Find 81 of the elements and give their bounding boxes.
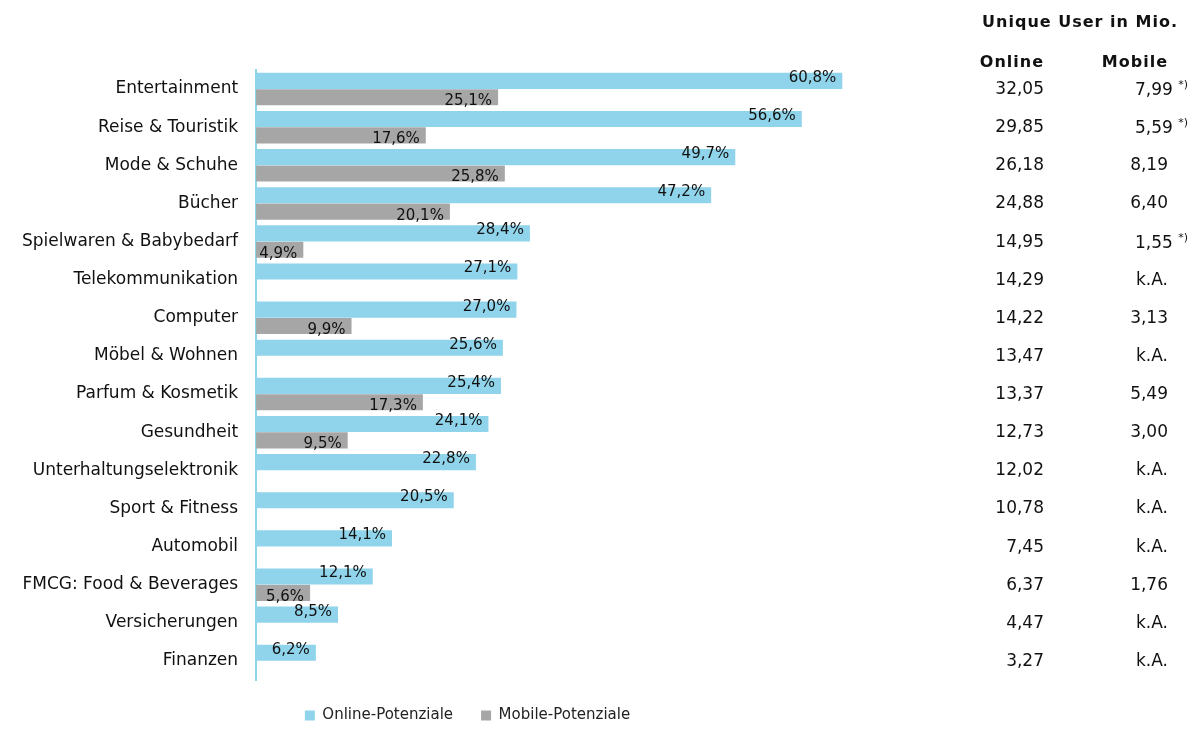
data-label: 22,8% [422,449,470,468]
y-tick-label: Möbel & Wohnen [93,344,239,365]
text: 3,00 [1130,421,1168,442]
data-label: 25,8% [451,167,499,186]
data-label: 49,7% [681,144,730,163]
text: Online [979,52,1044,71]
y-tick-label: Automobil [151,534,239,555]
bar [256,203,450,220]
text: 24,88 [995,192,1044,213]
text: 26,18 [995,154,1044,175]
text: 6,37 [1006,573,1044,594]
data-label: 20,5% [400,487,448,506]
text: k.A. [1136,497,1168,518]
text: 29,85 [995,116,1044,137]
data-label: 27,1% [463,258,512,277]
y-tick-label: Computer [153,306,239,327]
text: k.A. [1136,344,1168,365]
text: 32,05 [995,78,1044,99]
text: k.A. [1136,535,1168,556]
bar [256,165,505,182]
text: k.A. [1136,649,1168,670]
text: k.A. [1136,268,1168,289]
text: 14,95 [995,230,1044,251]
text: 1,76 [1130,573,1168,594]
text: 5,49 [1130,383,1168,404]
bar [256,394,423,411]
y-tick-label: Gesundheit [140,420,239,441]
text: 7,45 [1006,535,1044,556]
data-label: 6,2% [271,639,310,658]
y-tick-label: Finanzen [162,649,239,670]
text: 3,27 [1006,649,1044,670]
text: 14,29 [995,268,1044,289]
data-label: 12,1% [319,563,367,582]
y-tick-label: Telekommunikation [72,268,239,289]
data-label: 9,9% [307,319,346,338]
data-label: 25,4% [447,372,495,391]
text: 5,59 $^{*)}$ [1134,116,1188,137]
text: 6,40 [1130,192,1168,213]
legend-label: Online-Potenziale [322,705,454,724]
text: 8,19 [1130,154,1168,175]
data-label: 9,5% [303,434,342,453]
text: 10,78 [995,497,1044,518]
data-label: 4,9% [259,243,298,262]
text: Mobile [1101,52,1168,71]
data-label: 60,8% [788,67,837,86]
text: 1,55 $^{*)}$ [1134,230,1188,252]
text: 13,37 [995,383,1044,404]
y-tick-label: Bücher [178,191,239,212]
bar [256,127,426,144]
y-tick-label: Entertainment [115,77,239,98]
text: 7,99 $^{*)}$ [1134,78,1188,99]
text: Unique User in Mio. [982,12,1178,31]
bar [256,89,499,106]
y-tick-label: Spielwaren & Babybedarf [21,229,240,250]
legend-label: Mobile-Potenziale [498,705,631,724]
text: 14,22 [995,306,1044,327]
data-label: 28,4% [476,220,524,239]
text: k.A. [1136,611,1168,632]
data-label: 27,0% [462,296,511,315]
data-label: 14,1% [338,525,387,544]
y-tick-label: Versicherungen [105,611,239,632]
data-label: 20,1% [396,205,444,224]
data-label: 24,1% [434,410,483,429]
data-label: 17,3% [369,396,417,415]
text: k.A. [1136,459,1168,480]
text: 4,47 [1006,611,1044,632]
data-label: 25,1% [444,91,493,110]
data-label: 17,6% [372,129,420,148]
data-label: 56,6% [748,105,796,124]
y-tick-label: Unterhaltungselektronik [32,458,239,479]
data-label: 25,6% [449,334,497,353]
text: 3,13 [1130,306,1168,327]
text: 12,02 [995,459,1044,480]
y-tick-label: Reise & Touristik [97,115,239,136]
text: 13,47 [995,344,1044,365]
y-tick-label: Sport & Fitness [109,496,239,517]
data-label: 47,2% [657,182,706,201]
y-tick-label: Parfum & Kosmetik [75,382,239,403]
y-tick-label: FMCG: Food & Beverages [22,573,239,594]
text: 12,73 [995,421,1044,442]
y-tick-label: Mode & Schuhe [104,153,239,174]
